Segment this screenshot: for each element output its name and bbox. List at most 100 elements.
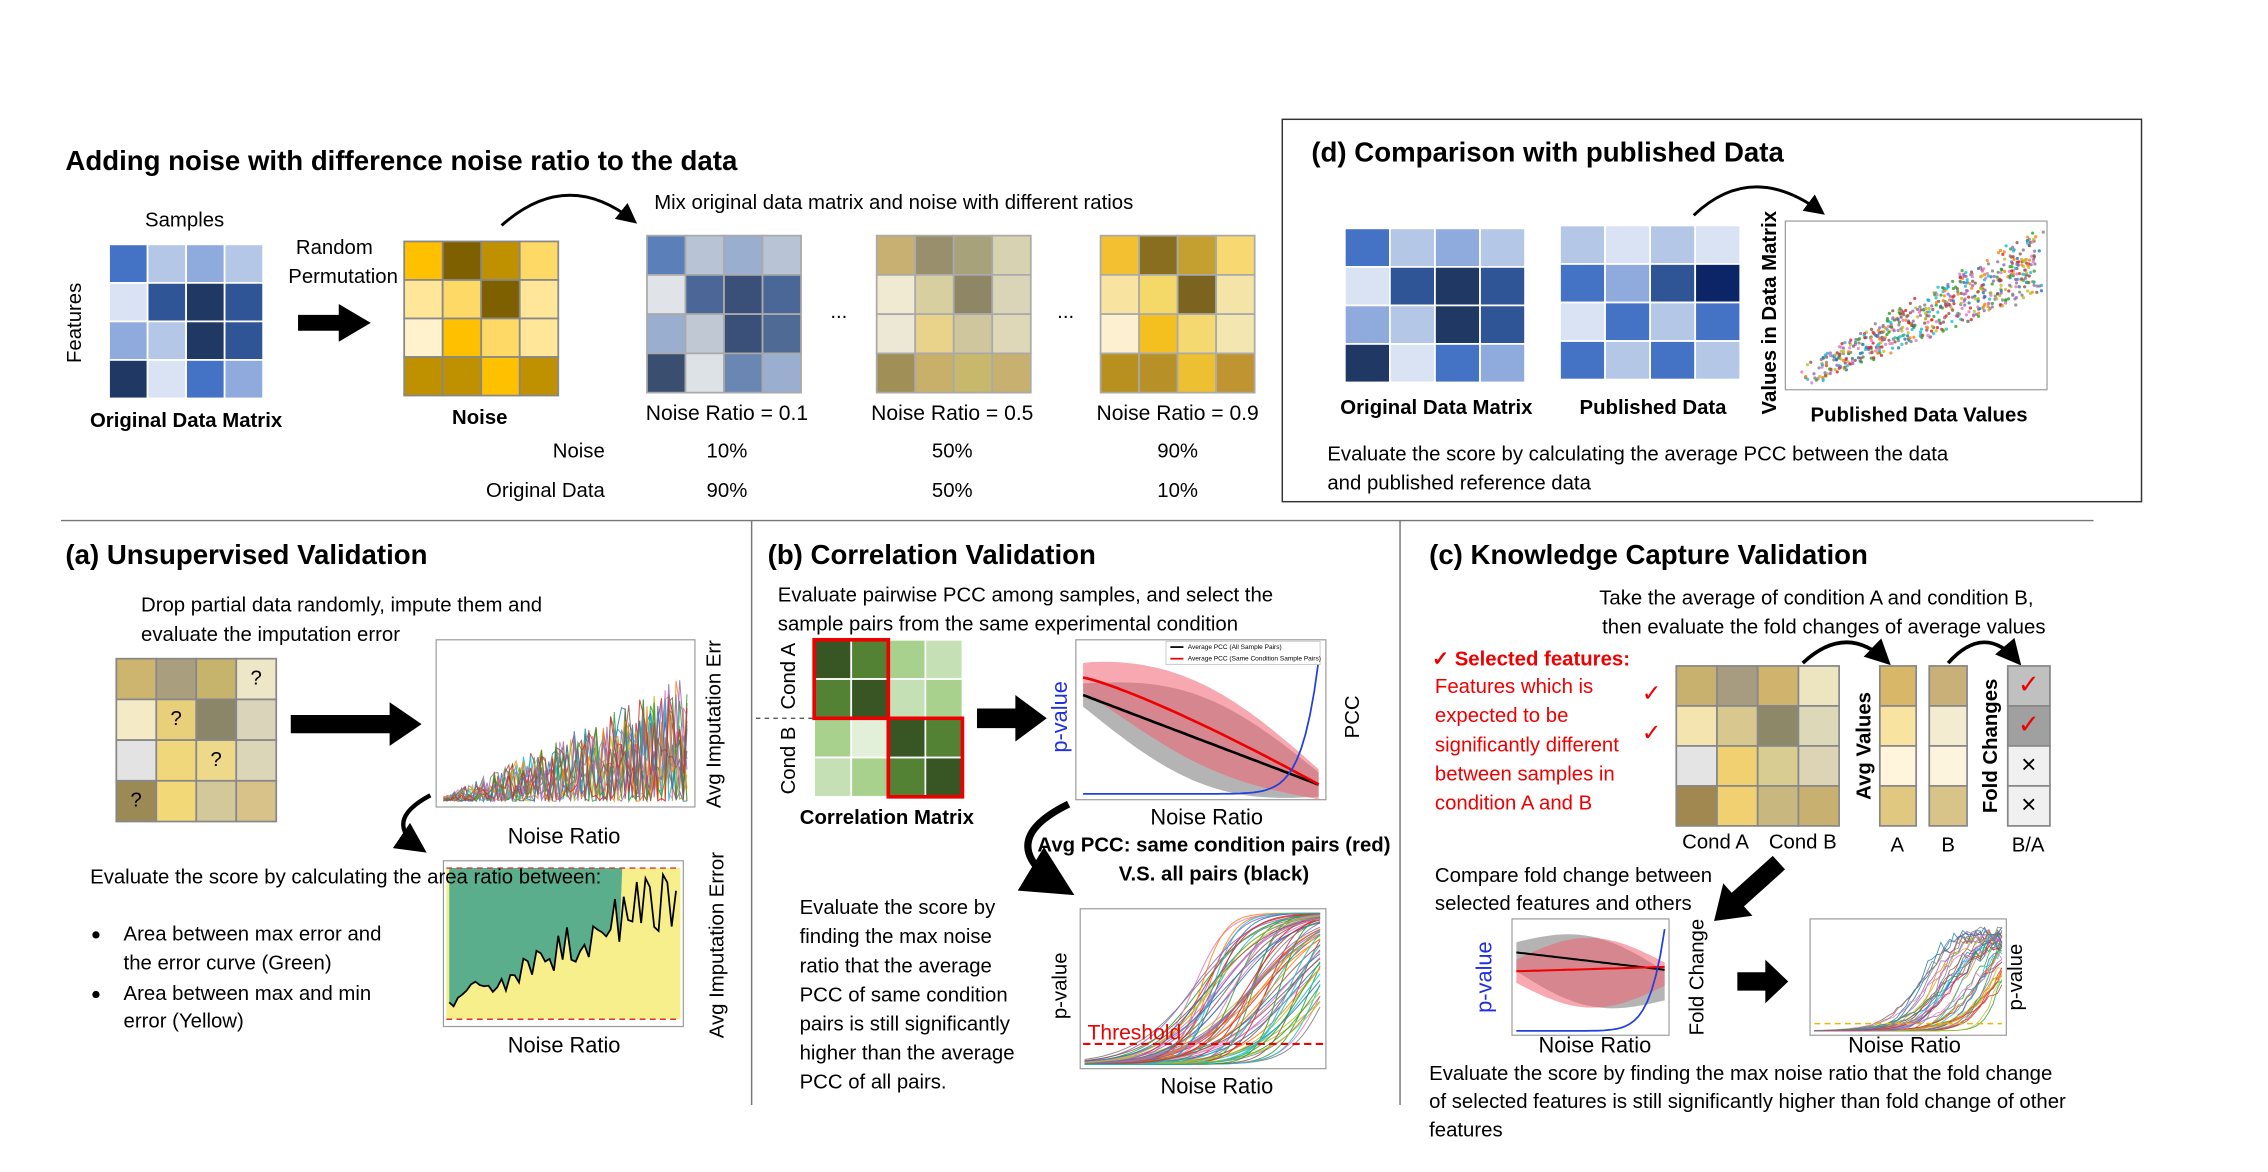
scatter-dot — [1908, 311, 1912, 315]
scatter-dot — [1820, 363, 1824, 367]
scatter-dot — [1934, 303, 1938, 307]
p-value-curve — [1516, 928, 1666, 1032]
scatter-dot — [2011, 271, 2015, 276]
scatter-dot — [1871, 330, 1875, 334]
matrix-cell — [480, 317, 521, 358]
scatter-dot — [2024, 280, 2028, 284]
scatter-dot — [1936, 285, 1940, 289]
scatter-dot — [1934, 329, 1938, 333]
scatter-dot — [1926, 333, 1930, 338]
scatter-dot — [1817, 366, 1821, 370]
matrix-cell — [1176, 352, 1218, 394]
label: Noise Ratio — [508, 1033, 621, 1058]
scatter-dot — [1981, 291, 1985, 295]
matrix-cell — [761, 234, 802, 276]
label: ? — [131, 790, 142, 812]
block-arrow — [1714, 855, 1786, 921]
matrix-cell — [1928, 665, 1968, 707]
label: ✓ — [1642, 719, 1661, 745]
matrix-cell — [115, 739, 158, 782]
scatter-dot — [1962, 274, 1966, 278]
matrix-cell — [1649, 224, 1697, 265]
scatter-dot — [1971, 284, 1975, 288]
label: Noise Ratio — [1539, 1033, 1652, 1058]
p-value-curve — [1084, 915, 1321, 1064]
matrix-cell — [1604, 224, 1651, 265]
bullet — [92, 990, 100, 999]
legend-box — [1165, 640, 1321, 665]
matrix-cell — [1797, 745, 1840, 787]
scatter-dot — [2023, 285, 2027, 289]
label: Avg Imputation Error — [707, 852, 729, 1038]
scatter-dot — [1835, 370, 1839, 374]
matrix-cell — [1559, 224, 1606, 265]
scatter-dot — [1859, 356, 1863, 360]
scatter-dot — [1941, 299, 1945, 303]
scatter-dot — [1970, 286, 1974, 290]
scatter-dot — [1960, 306, 1964, 311]
scatter-dot — [1956, 292, 1960, 296]
red-band — [1083, 661, 1319, 800]
scatter-dot — [1981, 306, 1985, 310]
scatter-dot — [1982, 267, 1986, 271]
scatter-dot — [2025, 238, 2029, 243]
scatter-dot — [1914, 338, 1918, 343]
noise-curve — [443, 705, 688, 802]
scatter-dot — [1944, 287, 1949, 291]
matrix-cell — [813, 638, 853, 680]
matrix-cell — [1756, 665, 1800, 707]
scatter-dot — [1934, 296, 1938, 300]
scatter-dot — [1960, 296, 1964, 301]
scatter-dot — [1905, 334, 1910, 338]
label: Cond B — [1769, 832, 1837, 854]
scatter-dot — [1946, 282, 1950, 287]
scatter-dot — [1812, 372, 1816, 376]
label: PCC — [1342, 695, 1364, 738]
matrix-cell — [1138, 313, 1179, 355]
matrix-cell — [403, 317, 444, 358]
matrix-cell — [108, 282, 149, 323]
scatter-dot — [1845, 364, 1850, 368]
scatter-dot — [2014, 278, 2018, 282]
label: expected to be — [1435, 705, 1568, 727]
scatter-dot — [2031, 260, 2035, 264]
scatter-dot — [2004, 298, 2008, 302]
scatter-dot — [1874, 333, 1878, 337]
matrix-cell — [441, 356, 483, 397]
scatter-dot — [1958, 276, 1962, 280]
scatter-dot — [2032, 249, 2037, 253]
matrix-cell — [646, 274, 687, 316]
scatter-dot — [1878, 345, 1882, 349]
block-arrow — [290, 702, 422, 746]
scatter-dot — [1976, 289, 1980, 294]
label: Correlation Matrix — [800, 807, 975, 829]
scatter-dot — [1833, 353, 1837, 357]
scatter-dot — [1959, 280, 1963, 284]
label: Avg Imputation Err — [704, 640, 726, 808]
scatter-dot — [2018, 252, 2022, 256]
scatter-dot — [1991, 279, 1996, 283]
scatter-dot — [1809, 360, 1813, 364]
matrix-cell — [155, 657, 198, 701]
scatter-dot — [1821, 375, 1825, 380]
label: Noise Ratio = 0.9 — [1096, 402, 1258, 425]
scatter-dot — [2025, 241, 2029, 245]
scatter-dot — [2027, 258, 2032, 262]
scatter-dot — [1848, 346, 1852, 350]
matrix-cell — [991, 274, 1032, 316]
matrix-cell — [1649, 301, 1697, 342]
scatter-dot — [1968, 306, 1972, 310]
label: Features — [64, 283, 86, 363]
matrix-cell — [518, 279, 560, 320]
label: PCC of same condition — [800, 984, 1008, 1006]
label: Noise Ratio — [1848, 1033, 1961, 1058]
matrix-cell — [441, 240, 483, 281]
scatter-dot — [1856, 346, 1860, 351]
matrix-cell — [1176, 274, 1218, 316]
scatter-dot — [1885, 319, 1889, 323]
label: Drop partial data randomly, impute them … — [141, 595, 542, 617]
scatter-dot — [1834, 358, 1839, 362]
scatter-dot — [2015, 256, 2019, 261]
matrix-cell — [2006, 665, 2051, 707]
scatter-dot — [2021, 248, 2025, 252]
